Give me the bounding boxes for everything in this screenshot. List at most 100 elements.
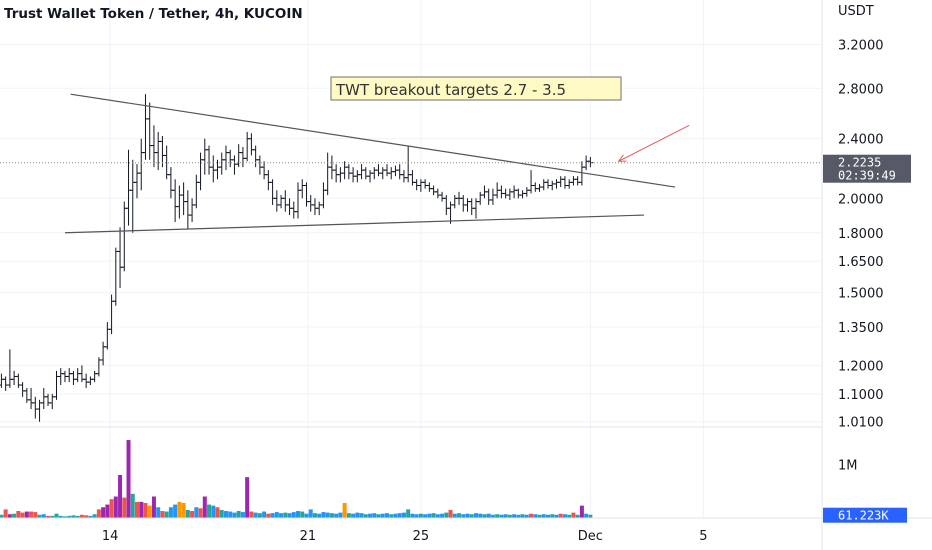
volume-bar bbox=[579, 505, 584, 518]
volume-bar bbox=[29, 511, 34, 518]
volume-bar bbox=[185, 509, 190, 518]
volume-bar bbox=[401, 512, 406, 518]
volume-bar bbox=[7, 514, 12, 518]
volume-bar bbox=[342, 502, 347, 518]
bar-countdown: 02:39:49 bbox=[838, 169, 896, 183]
volume-bar bbox=[359, 513, 364, 518]
last-price-tag-background bbox=[823, 154, 911, 183]
volume-bar bbox=[512, 514, 517, 518]
volume-bar bbox=[372, 513, 377, 518]
volume-bar bbox=[173, 504, 178, 518]
volume-bar bbox=[147, 505, 152, 518]
volume-bar bbox=[351, 513, 356, 518]
volume-bar bbox=[249, 511, 254, 518]
volume-bar bbox=[109, 499, 114, 518]
volume-bar bbox=[253, 512, 258, 518]
volume-bar bbox=[211, 505, 216, 518]
volume-bar bbox=[554, 514, 559, 518]
volume-bar bbox=[558, 513, 563, 518]
volume-bar bbox=[79, 514, 84, 518]
last-volume-value: 61.223K bbox=[838, 509, 889, 523]
volume-bar bbox=[406, 509, 411, 518]
time-axis[interactable]: 14 21 25 Dec 5 bbox=[102, 529, 708, 544]
time-tick-label: Dec bbox=[578, 529, 603, 544]
volume-bar bbox=[291, 512, 296, 518]
volume-bar bbox=[190, 511, 195, 518]
volume-bar bbox=[393, 513, 398, 518]
time-tick-label: 14 bbox=[102, 529, 119, 544]
volume-bar bbox=[329, 513, 334, 518]
volume-bar bbox=[46, 515, 51, 518]
volume-bar bbox=[308, 509, 313, 518]
volume-bar bbox=[338, 512, 343, 518]
volume-bar bbox=[473, 513, 478, 518]
volume-bar bbox=[529, 513, 534, 518]
volume-bar bbox=[457, 513, 462, 518]
volume-bar bbox=[101, 507, 106, 518]
volume-bar bbox=[223, 511, 228, 518]
volume-bar bbox=[537, 514, 542, 518]
volume-bar bbox=[541, 514, 546, 518]
volume-bar bbox=[414, 514, 419, 518]
price-tick-label: 1.2000 bbox=[838, 359, 884, 374]
volume-bar bbox=[143, 502, 148, 518]
volume-bar bbox=[423, 514, 428, 518]
volume-bar bbox=[389, 514, 394, 518]
volume-bar bbox=[245, 477, 250, 518]
volume-bar bbox=[240, 512, 245, 518]
volume-bar bbox=[465, 513, 470, 518]
price-tick-label: 1.5000 bbox=[838, 286, 884, 301]
volume-bar bbox=[312, 513, 317, 518]
volume-bar bbox=[279, 513, 284, 518]
volume-bar bbox=[207, 504, 212, 518]
volume-bar bbox=[355, 512, 360, 518]
volume-bar bbox=[287, 513, 292, 518]
volume-bar bbox=[546, 514, 550, 518]
volume-bar bbox=[71, 515, 76, 518]
volume-tag: 61.223K bbox=[823, 507, 907, 523]
volume-bar bbox=[486, 513, 491, 518]
volume-bar bbox=[3, 509, 8, 518]
volume-bar bbox=[490, 514, 495, 518]
volume-bar bbox=[274, 512, 279, 518]
volume-bar bbox=[368, 513, 373, 518]
last-price-value: 2.2235 bbox=[838, 156, 881, 170]
volume-bar bbox=[440, 513, 445, 518]
volume-bar bbox=[67, 515, 72, 518]
volume-bar bbox=[118, 475, 123, 518]
volume-bar bbox=[232, 512, 237, 518]
volume-bar bbox=[126, 440, 131, 518]
annotation-box[interactable]: TWT breakout targets 2.7 - 3.5 bbox=[330, 76, 622, 101]
volume-bar bbox=[130, 493, 135, 518]
volume-bar bbox=[156, 507, 161, 518]
volume-bar bbox=[304, 513, 309, 518]
volume-bar bbox=[50, 515, 55, 518]
volume-bar bbox=[198, 508, 203, 518]
price-axis[interactable]: 3.2000 2.8000 2.4000 2.0000 1.8000 1.6500 1.50… bbox=[838, 39, 884, 431]
volume-bar bbox=[300, 511, 305, 518]
annotation-background bbox=[330, 76, 622, 101]
volume-bar bbox=[444, 512, 449, 518]
volume-bar bbox=[461, 514, 466, 518]
volume-bar bbox=[92, 514, 97, 518]
price-tick-label: 2.8000 bbox=[838, 82, 884, 97]
volume-bar bbox=[520, 514, 525, 518]
volume-bar bbox=[24, 511, 29, 518]
volume-bar bbox=[181, 502, 186, 518]
drawing-layer bbox=[64, 93, 690, 234]
volume-bar bbox=[550, 514, 555, 518]
volume-bar bbox=[376, 514, 381, 518]
volume-bar bbox=[177, 501, 182, 518]
volume-bar bbox=[499, 514, 504, 518]
volume-bar bbox=[495, 514, 500, 518]
volume-bar bbox=[139, 501, 144, 518]
volume-bar bbox=[507, 514, 512, 518]
chart-title: Trust Wallet Token / Tether, 4h, KUCOIN bbox=[4, 6, 303, 22]
volume-bar bbox=[503, 514, 508, 518]
volume-bar bbox=[427, 513, 432, 518]
volume-bar bbox=[363, 514, 368, 518]
volume-bar bbox=[105, 504, 110, 518]
volume-bar bbox=[113, 496, 118, 518]
candle-layer bbox=[0, 94, 594, 422]
